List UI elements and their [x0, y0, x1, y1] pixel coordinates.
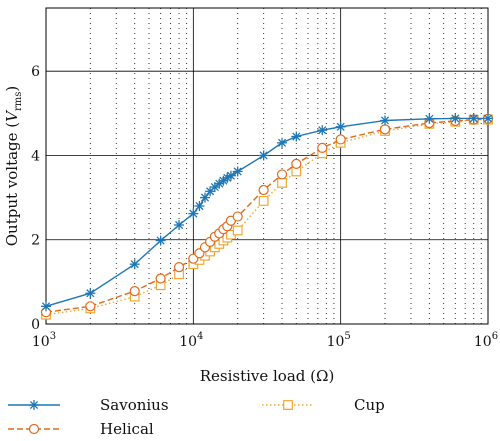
x-tick-exponent: 4 [197, 331, 203, 342]
legend-label-savonius: Savonius [100, 396, 169, 414]
legend-label-cup: Cup [354, 396, 385, 414]
y-tick-labels: 0 2 4 6 [31, 64, 40, 333]
data-point-savonius [317, 125, 328, 136]
x-tick-base: 10 [474, 334, 492, 350]
data-point-cup [258, 196, 269, 206]
x-tick-label: 105 [327, 331, 351, 350]
legend-marker-helical [28, 423, 40, 435]
series-layer [40, 113, 494, 320]
data-point-savonius [468, 113, 479, 124]
plot-frame [45, 7, 489, 325]
data-point-savonius [194, 201, 205, 212]
y-tick-label: 2 [31, 233, 40, 249]
legend-item-savonius: Savonius [8, 396, 169, 414]
y-tick-label: 6 [31, 64, 40, 80]
legend-item-helical: Helical [8, 420, 154, 438]
y-axis-label-variable: V [3, 109, 21, 122]
data-point-helical [276, 169, 288, 180]
x-tick-labels: 103 104 105 106 [32, 331, 498, 350]
series-line-savonius [45, 117, 488, 307]
data-point-savonius [380, 115, 391, 126]
data-point-cup [232, 225, 243, 236]
data-point-savonius [291, 131, 302, 142]
data-point-savonius [232, 166, 243, 177]
y-axis-label: Output voltage (Vrms) [3, 86, 24, 247]
data-point-savonius [225, 170, 236, 181]
x-tick-base: 10 [327, 334, 345, 350]
x-tick-exponent: 3 [50, 331, 56, 342]
data-point-helical [317, 142, 328, 153]
legend-marker-cup [283, 400, 293, 410]
data-point-savonius [277, 137, 288, 148]
data-point-helical [258, 184, 269, 196]
data-point-savonius [335, 121, 346, 132]
data-point-savonius [174, 219, 185, 230]
data-point-helical [129, 286, 140, 297]
x-tick-base: 10 [32, 334, 50, 350]
legend-item-cup: Cup [262, 396, 385, 414]
data-point-helical [85, 301, 96, 312]
legend-label-helical: Helical [100, 420, 154, 438]
series-savonius [41, 113, 493, 312]
data-point-helical [291, 158, 302, 169]
data-point-savonius [155, 235, 166, 246]
y-axis-label-subscript: rms [13, 92, 24, 111]
series-cup [41, 114, 493, 320]
data-point-helical [379, 124, 391, 135]
grid [45, 8, 489, 325]
y-axis-label-close: ) [3, 86, 21, 92]
data-point-savonius [258, 150, 269, 161]
data-point-savonius [188, 208, 199, 219]
data-point-savonius [129, 259, 140, 270]
data-point-helical [335, 134, 346, 145]
y-tick-label: 0 [31, 317, 40, 333]
x-tick-label: 104 [179, 331, 203, 350]
series-line-helical [45, 118, 489, 313]
data-point-savonius [483, 113, 493, 124]
x-tick-label: 103 [32, 331, 56, 350]
data-point-helical [155, 273, 166, 284]
legend-marker-savonius [29, 400, 39, 410]
y-tick-label: 4 [31, 148, 40, 164]
series-line-cup [45, 118, 488, 316]
data-point-helical [173, 262, 185, 273]
legend: Savonius Helical Cup [8, 396, 385, 438]
x-tick-label: 106 [474, 331, 498, 350]
data-point-cup [277, 177, 287, 188]
x-tick-exponent: 5 [344, 331, 350, 342]
x-tick-exponent: 6 [492, 331, 498, 342]
data-point-savonius [424, 113, 435, 124]
data-point-helical [232, 211, 243, 222]
data-point-savonius [85, 288, 96, 299]
y-axis-label-main: Output voltage ( [3, 122, 21, 246]
data-point-savonius [450, 113, 461, 124]
data-point-savonius [41, 301, 51, 312]
x-axis-label: Resistive load (Ω) [200, 367, 335, 385]
series-helical [40, 113, 494, 318]
data-point-savonius [199, 192, 210, 203]
x-tick-base: 10 [179, 334, 197, 350]
